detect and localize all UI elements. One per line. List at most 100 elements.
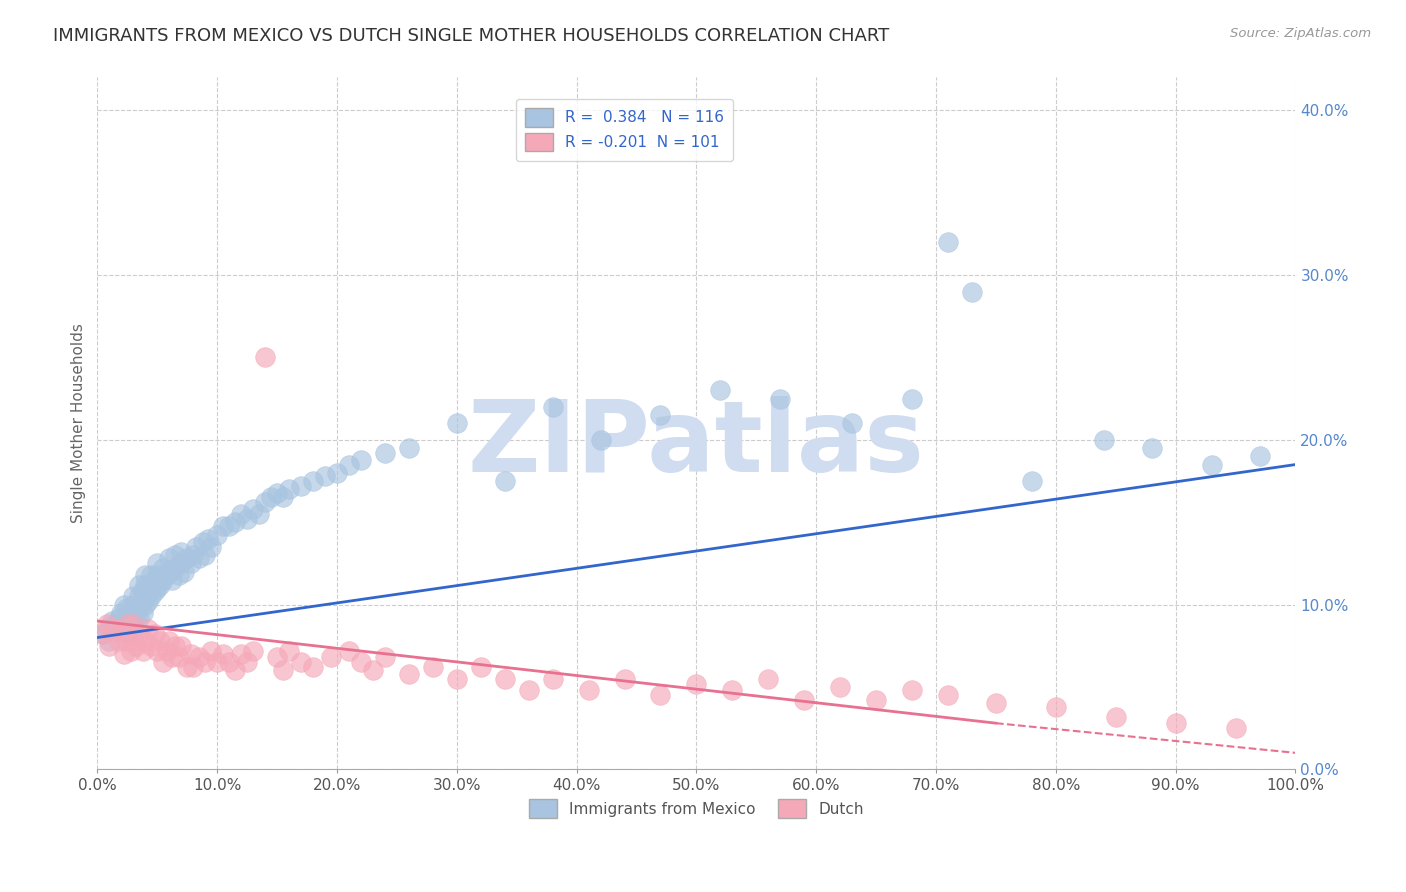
Point [146, 643, 169, 657]
Point [160, 573, 183, 587]
Point [134, 590, 156, 604]
Point [1092, 433, 1115, 447]
Point [901, 392, 924, 406]
Point [173, 565, 195, 579]
Point [156, 643, 179, 657]
Point [254, 351, 277, 365]
Point [517, 683, 540, 698]
Point [302, 474, 325, 488]
Point [200, 540, 222, 554]
Point [98, 633, 121, 648]
Point [197, 532, 219, 546]
Point [134, 568, 156, 582]
Point [128, 578, 150, 592]
Point [361, 664, 384, 678]
Point [830, 680, 852, 694]
Point [146, 568, 169, 582]
Point [170, 639, 193, 653]
Point [141, 639, 163, 653]
Point [120, 622, 142, 636]
Point [278, 483, 301, 497]
Point [260, 491, 283, 505]
Point [93, 627, 115, 641]
Point [152, 561, 174, 575]
Point [290, 655, 312, 669]
Point [141, 590, 163, 604]
Point [936, 688, 959, 702]
Point [180, 647, 202, 661]
Point [122, 598, 145, 612]
Point [271, 664, 294, 678]
Point [157, 551, 180, 566]
Point [110, 622, 132, 636]
Point [984, 697, 1007, 711]
Point [143, 627, 166, 641]
Point [756, 672, 779, 686]
Point [793, 693, 815, 707]
Point [212, 518, 235, 533]
Point [136, 622, 159, 636]
Legend: Immigrants from Mexico, Dutch: Immigrants from Mexico, Dutch [523, 793, 870, 824]
Point [541, 400, 564, 414]
Point [1225, 721, 1247, 735]
Point [157, 633, 180, 648]
Point [578, 683, 600, 698]
Point [266, 485, 288, 500]
Point [181, 548, 204, 562]
Point [93, 627, 115, 641]
Point [224, 664, 246, 678]
Point [247, 507, 270, 521]
Point [122, 631, 145, 645]
Point [218, 655, 240, 669]
Point [165, 548, 187, 562]
Point [1045, 699, 1067, 714]
Point [1249, 450, 1271, 464]
Point [337, 458, 360, 472]
Point [650, 688, 672, 702]
Point [112, 647, 135, 661]
Point [160, 650, 183, 665]
Point [156, 568, 179, 582]
Point [494, 474, 516, 488]
Point [721, 683, 744, 698]
Point [110, 627, 132, 641]
Point [470, 660, 492, 674]
Point [96, 617, 118, 632]
Point [176, 551, 198, 566]
Point [271, 491, 294, 505]
Point [125, 614, 148, 628]
Point [494, 672, 516, 686]
Point [98, 639, 121, 653]
Point [176, 660, 198, 674]
Point [134, 598, 156, 612]
Point [152, 573, 174, 587]
Point [374, 446, 396, 460]
Text: IMMIGRANTS FROM MEXICO VS DUTCH SINGLE MOTHER HOUSEHOLDS CORRELATION CHART: IMMIGRANTS FROM MEXICO VS DUTCH SINGLE M… [53, 27, 890, 45]
Point [134, 633, 156, 648]
Point [901, 683, 924, 698]
Point [205, 655, 228, 669]
Point [236, 655, 259, 669]
Point [709, 384, 731, 398]
Point [960, 285, 983, 299]
Point [96, 622, 118, 636]
Point [374, 650, 396, 665]
Point [134, 578, 156, 592]
Point [194, 548, 217, 562]
Point [141, 578, 163, 592]
Point [128, 611, 150, 625]
Point [278, 643, 301, 657]
Point [146, 581, 169, 595]
Point [229, 647, 252, 661]
Point [205, 528, 228, 542]
Point [319, 650, 342, 665]
Point [165, 639, 187, 653]
Point [132, 643, 155, 657]
Point [188, 650, 211, 665]
Point [314, 469, 336, 483]
Point [613, 672, 636, 686]
Point [167, 650, 190, 665]
Point [122, 617, 145, 632]
Point [1140, 441, 1163, 455]
Point [117, 633, 139, 648]
